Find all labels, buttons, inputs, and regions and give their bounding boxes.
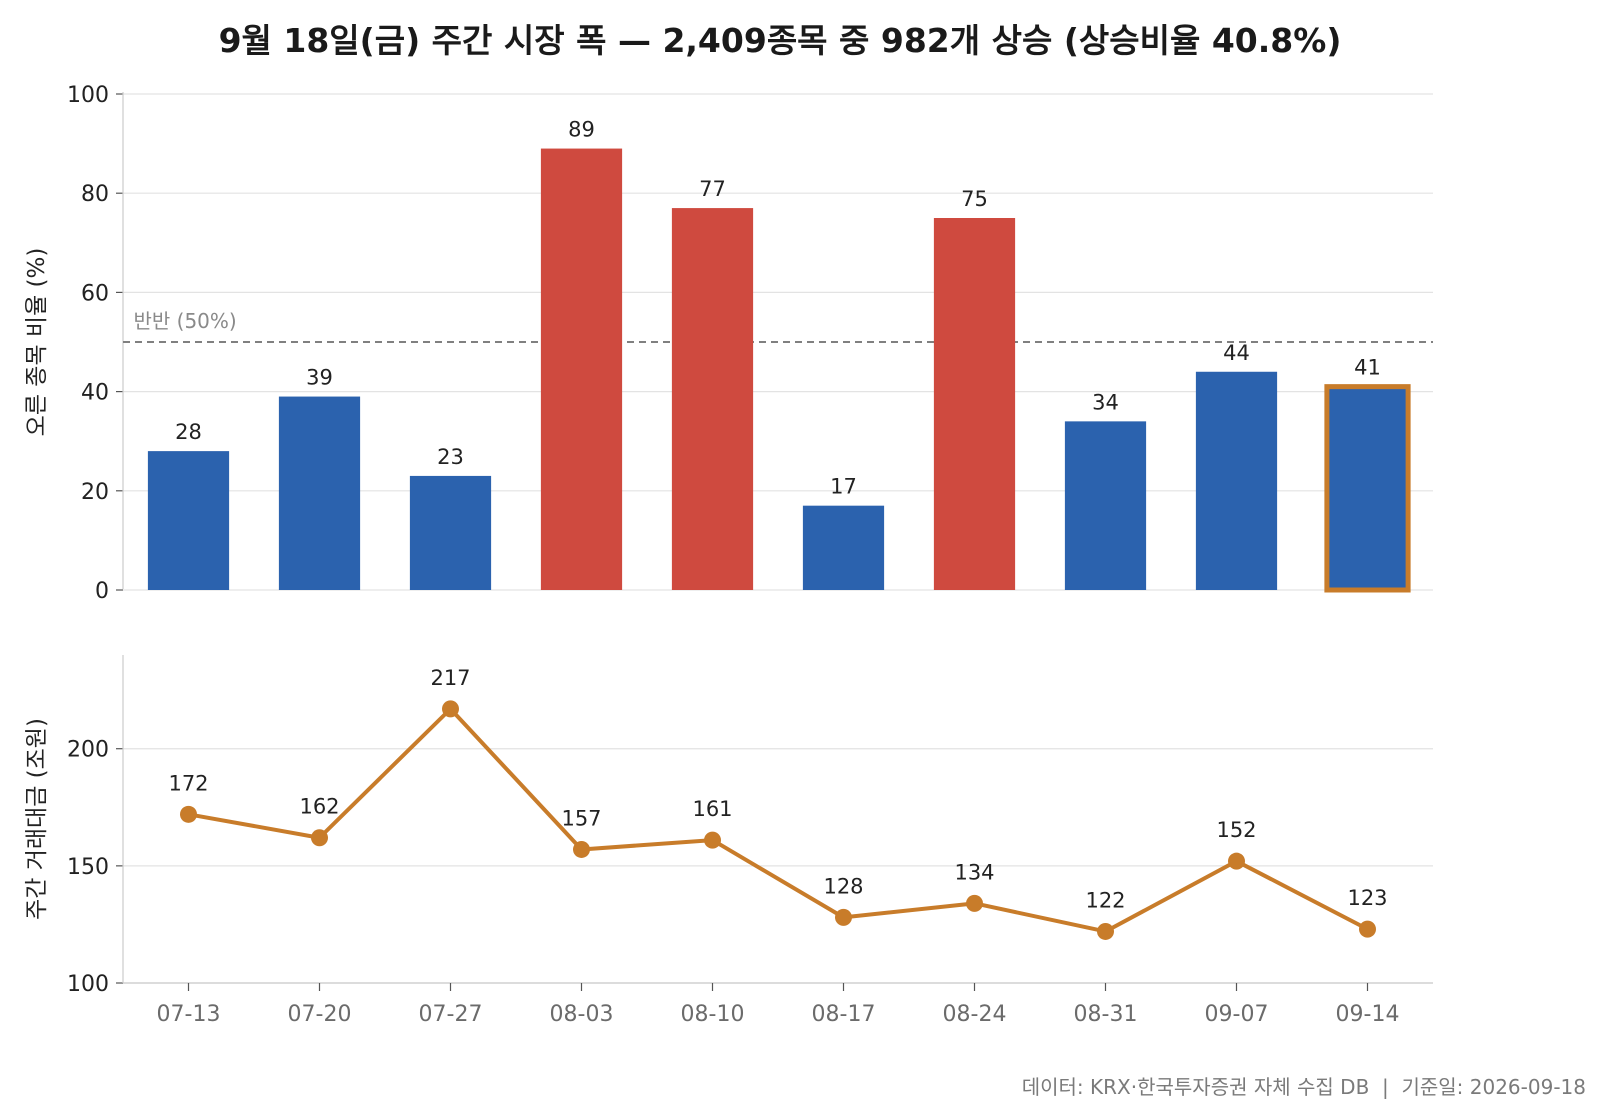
bar xyxy=(933,218,1016,590)
line-value-label: 122 xyxy=(1085,888,1125,912)
bar-y-tick-label: 100 xyxy=(67,83,109,108)
bar-value-label: 28 xyxy=(175,420,202,444)
x-tick-label: 08-17 xyxy=(812,1002,876,1027)
line-value-label: 128 xyxy=(823,874,863,898)
x-tick-label: 07-13 xyxy=(157,1002,221,1027)
line-marker xyxy=(835,908,852,926)
line-value-label: 217 xyxy=(430,666,470,690)
footer-source: 데이터: KRX·한국투자증권 자체 수집 DB | 기준일: 2026-09-… xyxy=(1022,1075,1586,1099)
bar-y-tick-label: 0 xyxy=(95,579,109,604)
line-value-label: 123 xyxy=(1347,886,1387,910)
bar-y-ticks: 0 20 40 60 80 100 xyxy=(67,83,123,604)
bar-value-label: 39 xyxy=(306,366,333,390)
bar xyxy=(1064,421,1147,590)
line-y-tick-label: 100 xyxy=(67,972,109,997)
line-data-labels: 172 162 217 157 161 128 134 122 152 123 xyxy=(168,666,1387,913)
x-tick-label: 08-24 xyxy=(943,1002,1007,1027)
bar xyxy=(147,451,230,590)
x-tick-label: 09-07 xyxy=(1205,1002,1269,1027)
bar xyxy=(802,505,885,590)
line-value-label: 161 xyxy=(692,797,732,821)
bar-panel: 0 20 40 60 80 100 반반 (50%) 28 39 23 89 77 17 75 34 44… xyxy=(24,83,1433,604)
bar-y-axis-label: 오른 종목 비율 (%) xyxy=(24,248,50,437)
line-marker xyxy=(704,831,721,849)
line-y-tick-label: 200 xyxy=(67,738,109,763)
line-value-label: 152 xyxy=(1216,818,1256,842)
line-marker xyxy=(442,700,459,718)
bar-series xyxy=(147,148,1411,593)
line-y-tick-label: 150 xyxy=(67,855,109,880)
bar-y-tick-label: 60 xyxy=(81,281,109,306)
bar-value-label: 34 xyxy=(1092,390,1119,414)
line-marker xyxy=(573,840,590,858)
bar-value-label: 77 xyxy=(699,177,726,201)
bar-y-tick-label: 40 xyxy=(81,381,109,406)
x-tick-label: 08-10 xyxy=(681,1002,745,1027)
line-value-label: 134 xyxy=(954,860,994,884)
bar xyxy=(540,148,623,590)
bar-highlighted xyxy=(1324,384,1411,593)
bar-value-label: 23 xyxy=(437,445,464,469)
line-y-axis-label: 주간 거래대금 (조원) xyxy=(24,718,50,920)
bar xyxy=(278,396,361,590)
x-tick-label: 07-27 xyxy=(419,1002,483,1027)
line-value-label: 162 xyxy=(299,795,339,819)
line-marker xyxy=(180,805,197,823)
line-markers xyxy=(180,700,1376,940)
bar-value-label: 75 xyxy=(961,187,988,211)
line-value-label: 157 xyxy=(561,806,601,830)
x-tick-label: 07-20 xyxy=(288,1002,352,1027)
reference-line-label: 반반 (50%) xyxy=(134,309,237,333)
line-series xyxy=(188,706,1369,934)
line-y-ticks: 100 150 200 xyxy=(67,738,123,997)
bar-value-label: 89 xyxy=(568,118,595,142)
line-marker xyxy=(966,894,983,912)
line-marker xyxy=(1228,852,1245,870)
line-marker xyxy=(1359,920,1376,938)
line-panel: 100 150 200 172 162 217 157 161 128 134 122 152 123… xyxy=(24,655,1433,1027)
x-tick-label: 09-14 xyxy=(1336,1002,1400,1027)
x-tick-label: 08-03 xyxy=(550,1002,614,1027)
line-value-label: 172 xyxy=(168,771,208,795)
bar-value-label: 17 xyxy=(830,475,857,499)
bar-value-label: 44 xyxy=(1223,341,1250,365)
bar-y-tick-label: 80 xyxy=(81,182,109,207)
bar xyxy=(671,208,754,590)
chart-title: 9월 18일(금) 주간 시장 폭 — 2,409종목 중 982개 상승 (상… xyxy=(219,21,1342,60)
bar xyxy=(409,475,492,590)
bar-y-tick-label: 20 xyxy=(81,480,109,505)
line-marker xyxy=(1097,922,1114,940)
line-marker xyxy=(311,829,328,847)
x-axis-ticks: 07-13 07-20 07-27 08-03 08-10 08-17 08-24 08-31… xyxy=(157,983,1400,1027)
bar-value-label: 41 xyxy=(1354,356,1381,380)
bar-data-labels: 28 39 23 89 77 17 75 34 44 41 xyxy=(175,118,1381,499)
bar xyxy=(1195,371,1278,590)
x-tick-label: 08-31 xyxy=(1074,1002,1138,1027)
